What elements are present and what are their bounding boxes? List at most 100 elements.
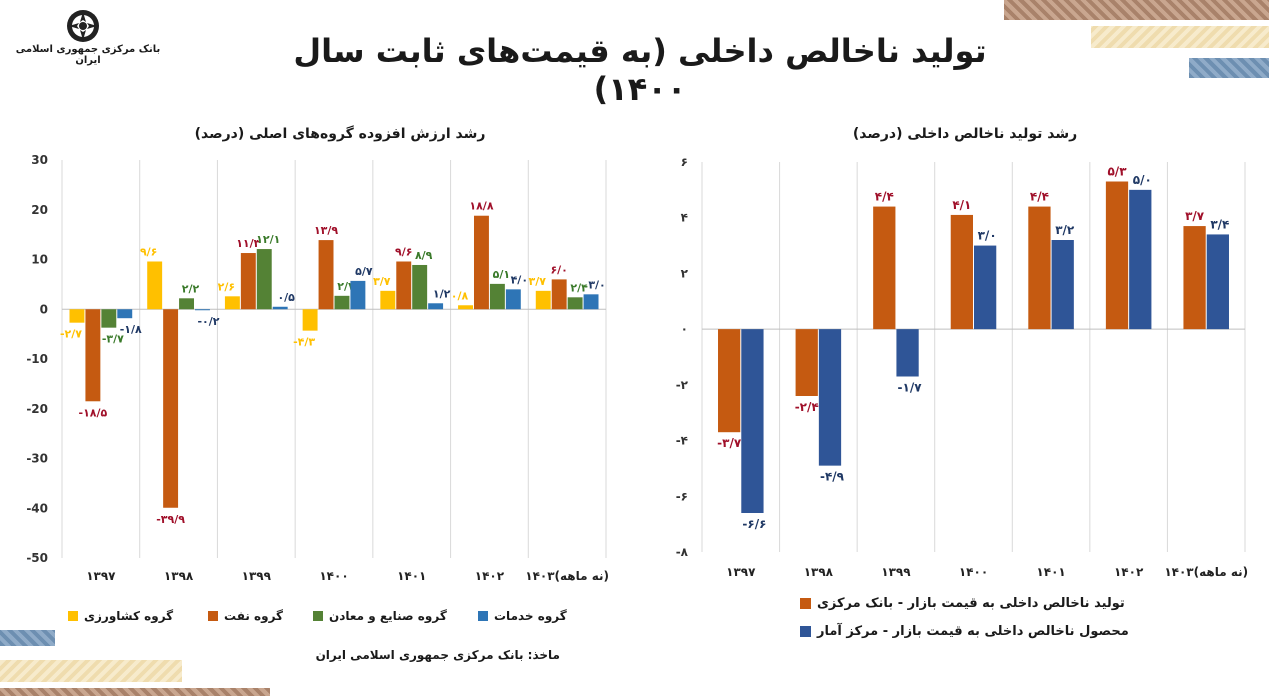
bank-name: بانک مرکزی جمهوری اسلامی ایران (15, 44, 161, 66)
data-label: ۴/۰ (511, 273, 528, 286)
bar (974, 245, 997, 330)
y-tick-label: 30 (31, 153, 48, 167)
corner-pattern-bottom-left-blue (0, 630, 55, 646)
data-label: ۳/۷ (529, 275, 547, 288)
bar (718, 329, 741, 433)
y-tick-label: -40 (26, 501, 48, 515)
data-label: ۳/۴ (1210, 217, 1229, 231)
legend-swatch-services (478, 611, 488, 621)
corner-pattern-bottom-left-brown (0, 688, 270, 696)
data-label: ۵/۱ (493, 268, 510, 281)
bar (1105, 181, 1129, 330)
bar (535, 290, 551, 310)
data-label: ۴/۴ (875, 190, 894, 204)
legend-label-agriculture: گروه کشاورزی (84, 609, 174, 623)
bar (179, 298, 195, 310)
data-label: ۹/۶ (140, 245, 157, 258)
x-tick-label: ۱۴۰۲ (1114, 565, 1144, 579)
legend-item-services: گروه خدمات (478, 609, 567, 623)
x-tick-label: ۱۳۹۷ (86, 569, 116, 583)
x-tick-label: ۱۳۹۸ (164, 569, 194, 583)
y-tick-label: -20 (26, 402, 48, 416)
legend-item-oil: گروه نفت (208, 609, 283, 623)
x-tick-label: ۱۴۰۳(نه ماهه) (525, 569, 609, 583)
data-label: -۱/۸ (120, 323, 142, 336)
x-tick-label: ۱۴۰۱ (397, 569, 426, 583)
data-label: ۴/۱ (952, 198, 971, 212)
legend-label-industry: گروه صنایع و معادن (329, 609, 447, 623)
corner-pattern-top-right-cream (1091, 26, 1269, 48)
bar (1129, 189, 1152, 330)
y-tick-label: -30 (26, 452, 48, 466)
bar (873, 206, 896, 330)
y-tick-label: 20 (31, 203, 48, 217)
chart-title-gdp: رشد تولید ناخالص داخلی (درصد) (852, 126, 1078, 142)
legend-item-cbi: تولید ناخالص داخلی به قیمت بازار - بانک … (800, 596, 1125, 611)
bar (195, 309, 210, 311)
bar (272, 306, 288, 310)
data-label: -۶/۶ (742, 517, 766, 531)
bar (85, 309, 101, 402)
data-label: -۱/۷ (898, 381, 923, 395)
bar (505, 289, 521, 310)
legend-swatch-agriculture (68, 611, 78, 621)
bar (69, 309, 85, 323)
y-tick-label: -۸ (676, 545, 689, 559)
y-tick-label: 0 (40, 302, 48, 316)
bar (473, 215, 489, 310)
bar (163, 309, 179, 508)
data-label: ۵/۳ (1107, 165, 1127, 179)
legend-item-agriculture: گروه کشاورزی (68, 609, 173, 623)
x-tick-label: ۱۴۰۳(نه ماهه) (1164, 565, 1248, 579)
data-label: -۳۹/۹ (156, 513, 185, 526)
bar (224, 296, 240, 310)
corner-pattern-bottom-left-cream (0, 660, 182, 682)
bar (795, 329, 818, 396)
bar (396, 261, 412, 310)
bar (567, 297, 583, 310)
data-label: ۳/۰ (588, 278, 605, 291)
legend-swatch-oil (208, 611, 218, 621)
x-tick-label: ۱۴۰۰ (319, 569, 348, 583)
bar (896, 329, 919, 377)
corner-pattern-top-right-blue (1189, 58, 1269, 78)
bar (551, 279, 567, 310)
legend-label-oil: گروه نفت (224, 609, 284, 623)
legend-item-sci: محصول ناخالص داخلی به قیمت بازار - مرکز … (800, 624, 1129, 639)
data-label: ۱۲/۱ (256, 233, 280, 246)
bar (818, 329, 842, 466)
page-title: تولید ناخالص داخلی (به قیمت‌های ثابت سال… (293, 32, 987, 108)
bar (412, 264, 428, 310)
bar (1028, 206, 1051, 330)
data-label: -۰/۲ (197, 315, 219, 328)
data-label: ۲/۴ (570, 281, 588, 294)
data-label: -۲/۷ (60, 328, 82, 341)
source-note: ماخذ: بانک مرکزی جمهوری اسلامی ایران (315, 648, 560, 662)
bar (256, 249, 272, 310)
legend-swatch-sci (800, 626, 811, 637)
bar (1206, 234, 1229, 330)
legend-swatch-industry (313, 611, 323, 621)
bar (380, 290, 396, 310)
data-label: ۹/۶ (395, 245, 412, 258)
legend-label-cbi: تولید ناخالص داخلی به قیمت بازار - بانک … (817, 596, 1125, 611)
legend-swatch-cbi (800, 598, 811, 609)
bar (1051, 240, 1074, 330)
data-label: ۰/۸ (451, 289, 469, 302)
bar (583, 294, 599, 310)
y-tick-label: -10 (26, 352, 48, 366)
data-label: ۳/۷ (373, 275, 391, 288)
x-tick-label: ۱۴۰۲ (475, 569, 505, 583)
x-tick-label: ۱۴۰۰ (959, 565, 988, 579)
bar (489, 283, 505, 310)
x-tick-label: ۱۳۹۹ (242, 569, 272, 583)
bar (101, 309, 117, 328)
data-label: -۴/۹ (820, 470, 845, 484)
central-bank-logo-icon (67, 10, 99, 42)
y-tick-label: -۶ (676, 489, 688, 503)
data-label: -۱۸/۵ (79, 406, 108, 419)
x-tick-label: ۱۳۹۸ (804, 565, 834, 579)
bar (950, 214, 973, 330)
bar (318, 240, 334, 310)
bar (428, 303, 444, 310)
